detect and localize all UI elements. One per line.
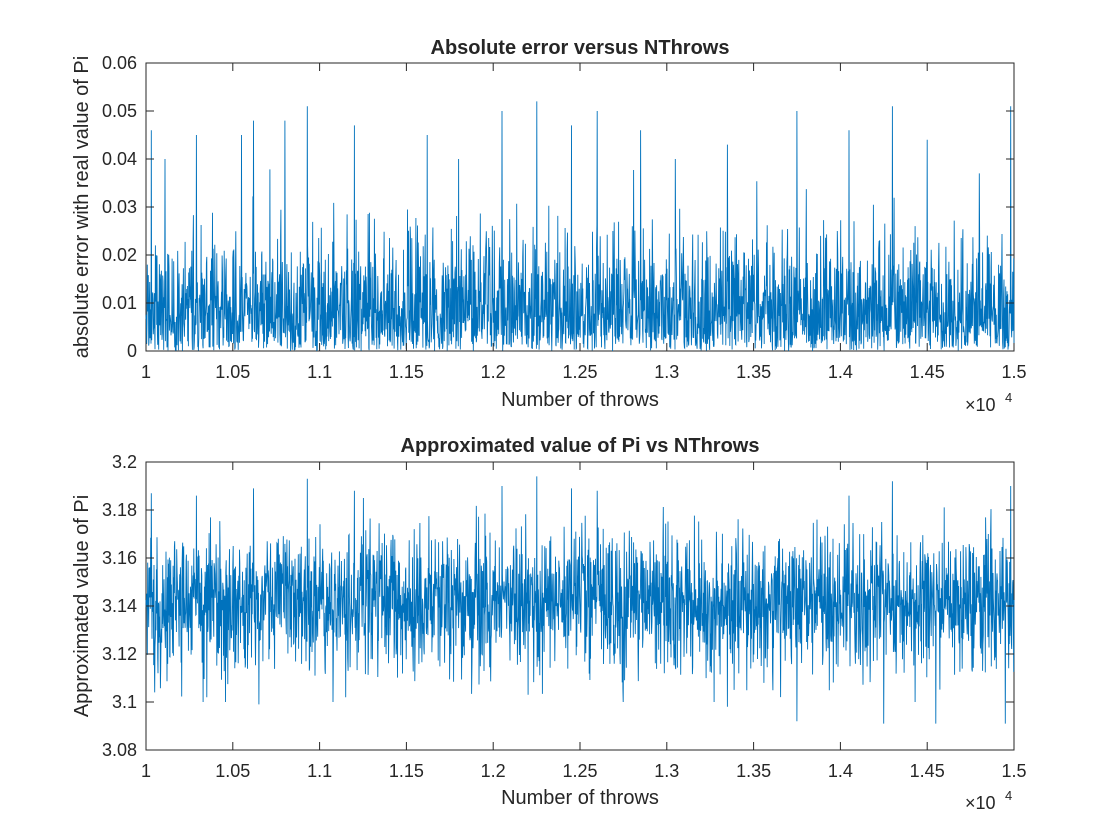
pi-x-axis-label: Number of throws: [501, 787, 659, 809]
error-x-tick-label: 1.25: [562, 362, 597, 382]
pi-y-tick-label: 3.18: [102, 500, 137, 520]
pi-x-tick-label: 1.05: [215, 761, 250, 781]
pi-y-axis-label: Approximated value of Pi: [71, 495, 93, 717]
pi-x-tick-label: 1.15: [389, 761, 424, 781]
error-x-exponent-base: ×10: [965, 395, 996, 415]
error-y-tick-label: 0.01: [102, 293, 137, 313]
error-y-tick-label: 0.06: [102, 53, 137, 73]
pi-x-tick-label: 1.5: [1001, 761, 1026, 781]
error-y-tick-label: 0.03: [102, 197, 137, 217]
pi-x-tick-label: 1.35: [736, 761, 771, 781]
pi-chart-title: Approximated value of Pi vs NThrows: [401, 435, 760, 457]
error-x-exponent-power: 4: [1005, 390, 1012, 405]
pi-y-tick-label: 3.08: [102, 740, 137, 760]
pi-y-tick-label: 3.2: [112, 452, 137, 472]
error-y-tick-label: 0: [127, 341, 137, 361]
error-y-axis-label: absolute error with real value of Pi: [71, 56, 93, 358]
pi-x-tick-label: 1: [141, 761, 151, 781]
error-x-tick-label: 1.15: [389, 362, 424, 382]
pi-y-tick-label: 3.12: [102, 644, 137, 664]
error-x-tick-label: 1.1: [307, 362, 332, 382]
pi-x-tick-label: 1.1: [307, 761, 332, 781]
pi-x-tick-label: 1.4: [828, 761, 853, 781]
pi-y-tick-label: 3.14: [102, 596, 137, 616]
error-x-tick-label: 1.2: [481, 362, 506, 382]
pi-x-tick-label: 1.3: [654, 761, 679, 781]
error-x-tick-label: 1.45: [910, 362, 945, 382]
pi-y-tick-label: 3.16: [102, 548, 137, 568]
error-x-tick-label: 1.3: [654, 362, 679, 382]
error-x-tick-label: 1.35: [736, 362, 771, 382]
pi-x-exponent-power: 4: [1005, 788, 1012, 803]
error-x-tick-label: 1: [141, 362, 151, 382]
error-y-tick-label: 0.02: [102, 245, 137, 265]
error-y-tick-label: 0.04: [102, 149, 137, 169]
pi-x-tick-label: 1.2: [481, 761, 506, 781]
pi-x-tick-label: 1.25: [562, 761, 597, 781]
error-x-tick-label: 1.5: [1001, 362, 1026, 382]
pi-y-tick-label: 3.1: [112, 692, 137, 712]
error-x-axis-label: Number of throws: [501, 389, 659, 411]
pi-x-tick-label: 1.45: [910, 761, 945, 781]
error-x-tick-label: 1.05: [215, 362, 250, 382]
pi-x-exponent-base: ×10: [965, 793, 996, 813]
error-chart-title: Absolute error versus NThrows: [431, 37, 730, 59]
error-y-tick-label: 0.05: [102, 101, 137, 121]
error-x-tick-label: 1.4: [828, 362, 853, 382]
